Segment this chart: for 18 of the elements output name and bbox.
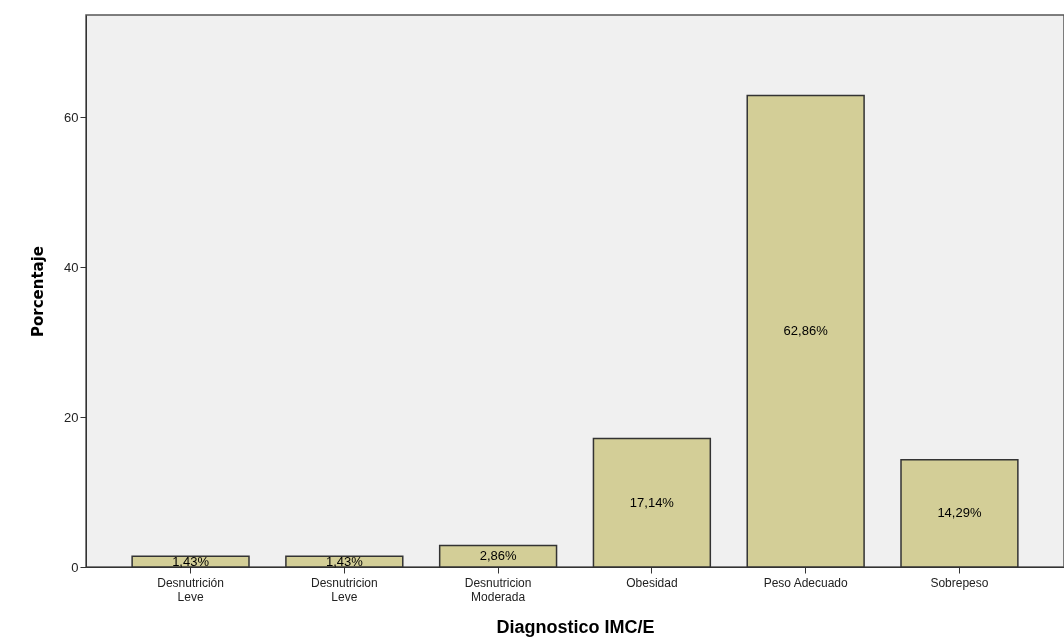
y-tick-label: 40 bbox=[64, 259, 79, 275]
x-tick-label: Desnutricion Leve bbox=[310, 575, 378, 604]
data-label: 14,29% bbox=[937, 505, 982, 521]
data-label: 62,86% bbox=[783, 323, 829, 339]
x-tick-label: Desnutrición Leve bbox=[157, 575, 224, 604]
y-tick-label: 60 bbox=[64, 109, 79, 125]
data-label: 17,14% bbox=[629, 494, 675, 510]
y-tick-label: 0 bbox=[71, 559, 79, 575]
x-tick-label: Desnutricion Moderada bbox=[464, 575, 532, 604]
data-label: 2,86% bbox=[479, 548, 517, 564]
data-label: 1,43% bbox=[172, 553, 210, 569]
data-label: 1,43% bbox=[325, 553, 364, 569]
y-tick-label: 20 bbox=[64, 409, 79, 425]
x-tick-label: Sobrepeso bbox=[930, 575, 989, 590]
x-tick-label: Obesidad bbox=[626, 575, 678, 590]
y-axis-title: Porcentaje bbox=[29, 245, 48, 338]
x-axis-title: Diagnostico IMC/E bbox=[496, 616, 655, 637]
x-tick-label: Peso Adecuado bbox=[763, 575, 849, 590]
